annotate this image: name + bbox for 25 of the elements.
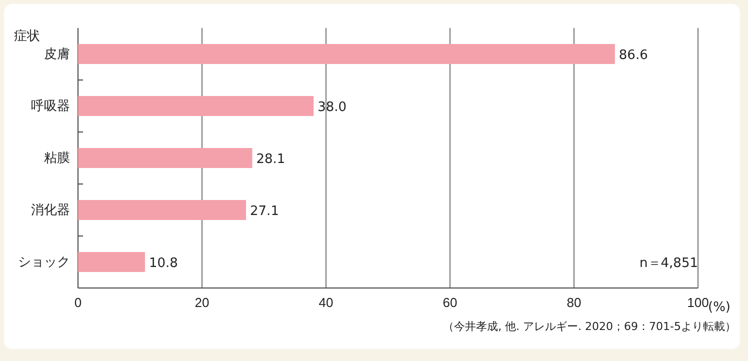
annotation: n＝4,851 — [640, 256, 698, 271]
y-tick-label: 消化器 — [31, 202, 70, 218]
x-tick-label: 40 — [318, 295, 334, 310]
x-tick-label: 0 — [74, 295, 82, 310]
y-axis-title: 症状 — [14, 29, 40, 44]
text: （今井孝成, 他. アレルギー. 2020；69：701-5より転載） — [443, 320, 736, 333]
y-tick-label: 皮膚 — [44, 46, 70, 62]
bar — [78, 148, 252, 168]
x-tick-label: 60 — [442, 295, 458, 310]
x-tick-label: 20 — [194, 295, 210, 310]
x-tick-label: 100 — [687, 295, 709, 310]
bar — [78, 252, 145, 272]
y-tick-label: 呼吸器 — [31, 98, 70, 114]
y-tick-label: 粘膜 — [44, 150, 70, 166]
data-label: 27.1 — [250, 204, 279, 219]
data-label: 38.0 — [318, 100, 347, 115]
x-tick-label: 80 — [566, 295, 582, 310]
bar — [78, 96, 314, 116]
data-label: 86.6 — [618, 48, 648, 63]
bar — [78, 44, 615, 64]
y-tick-label: ショック — [18, 254, 70, 270]
x-axis-title: (%) — [708, 300, 730, 315]
bar — [78, 200, 246, 220]
data-label: 10.8 — [148, 256, 178, 271]
data-label: 28.1 — [256, 152, 286, 167]
